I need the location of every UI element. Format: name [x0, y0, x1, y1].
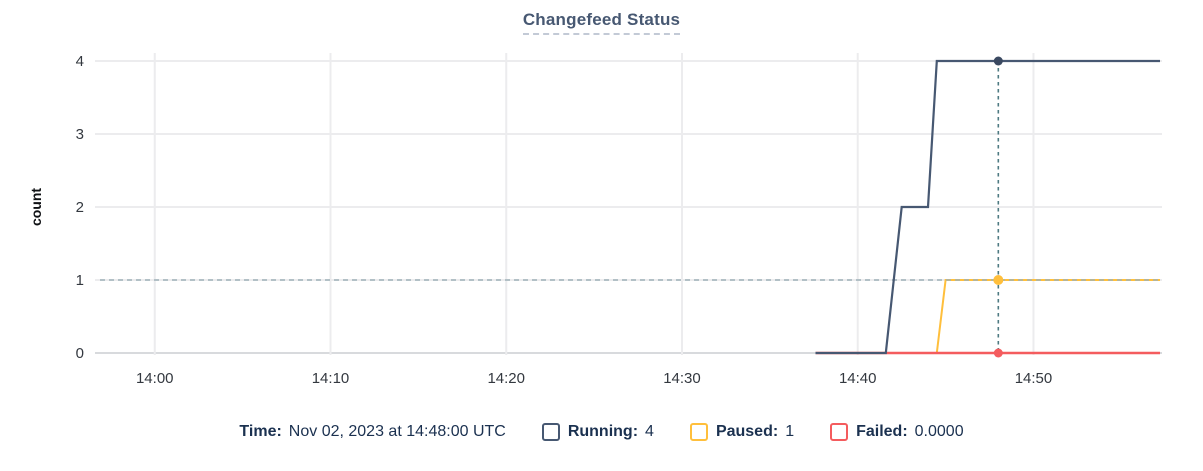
- x-tick-label: 14:50: [1015, 370, 1053, 387]
- x-tick-label: 14:20: [487, 370, 525, 387]
- hover-time-label: Time:: [239, 423, 282, 440]
- x-tick-label: 14:40: [839, 370, 877, 387]
- x-tick-label: 14:10: [312, 370, 350, 387]
- y-tick-label: 2: [76, 199, 84, 216]
- paused-line: [815, 279, 1160, 354]
- y-tick-label: 4: [76, 53, 84, 70]
- running-swatch-icon: [541, 423, 560, 441]
- y-axis-label: count: [28, 187, 44, 227]
- running-line: [815, 59, 1160, 355]
- chart-header: Changefeed Status: [0, 10, 1203, 35]
- failed-hover-dot: [993, 348, 1003, 358]
- y-tick-label: 1: [76, 272, 84, 289]
- hover-time: Time: Nov 02, 2023 at 14:48:00 UTC: [239, 423, 505, 441]
- failed-value: 0.0000: [914, 423, 964, 440]
- legend-item-failed: Failed: 0.0000: [830, 423, 964, 441]
- paused-value: 1: [785, 423, 795, 440]
- chart-title[interactable]: Changefeed Status: [522, 10, 681, 35]
- y-tick-label: 0: [76, 345, 84, 362]
- legend-item-running: Running: 4: [541, 423, 654, 441]
- y-tick-label: 3: [76, 126, 84, 143]
- x-tick-label: 14:00: [136, 370, 174, 387]
- running-label: Running:: [567, 423, 639, 440]
- running-hover-dot: [993, 56, 1003, 66]
- hover-time-value: Nov 02, 2023 at 14:48:00 UTC: [288, 423, 506, 440]
- paused-label: Paused:: [715, 423, 779, 440]
- paused-swatch-icon: [689, 423, 708, 441]
- failed-swatch-icon: [830, 423, 849, 441]
- failed-label: Failed:: [856, 423, 908, 440]
- paused-hover-dot: [993, 275, 1004, 285]
- running-value: 4: [645, 423, 654, 440]
- x-tick-label: 14:30: [663, 370, 701, 387]
- hover-readout-legend: Time: Nov 02, 2023 at 14:48:00 UTC Runni…: [0, 423, 1203, 441]
- legend-item-paused: Paused: 1: [689, 423, 795, 441]
- chart-plot-area[interactable]: 0 1 2 3 4 14:00 14:10 14:20 14:30 14:40 14:50: [0, 0, 1203, 412]
